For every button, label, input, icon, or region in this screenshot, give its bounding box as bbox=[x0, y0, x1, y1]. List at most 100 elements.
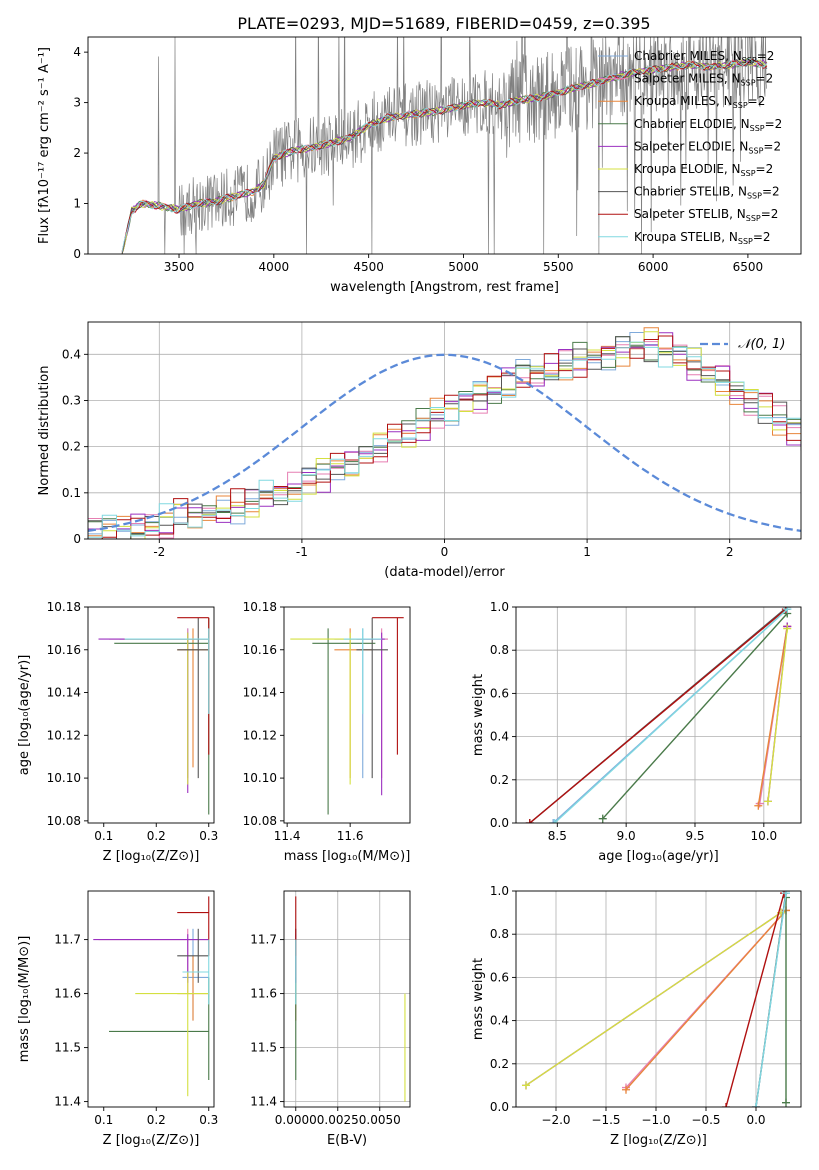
weight-line-2 bbox=[625, 909, 787, 1091]
observed-spectrum bbox=[121, 37, 768, 254]
weight-marker bbox=[550, 819, 559, 823]
residual-histogram-8 bbox=[88, 341, 801, 538]
plot-area-mass_vs_Z bbox=[93, 896, 210, 1097]
model-spectrum-5 bbox=[121, 58, 768, 254]
y-tick-label: 11.7 bbox=[54, 933, 81, 947]
x-tick-label: 0 bbox=[441, 545, 449, 559]
y-tick-label: 0 bbox=[73, 532, 81, 546]
weight-marker bbox=[783, 624, 792, 633]
y-axis-label: Normed distribution bbox=[37, 366, 52, 496]
y-tick-label: 0.0 bbox=[490, 816, 509, 830]
plot-area-weight_vs_Z bbox=[522, 891, 790, 1107]
y-tick-label: 0.0 bbox=[490, 1100, 509, 1114]
y-tick-label: 11.5 bbox=[54, 1041, 81, 1055]
y-tick-label: 0.8 bbox=[490, 643, 509, 657]
y-tick-label: 2 bbox=[73, 146, 81, 160]
y-tick-label: 10.18 bbox=[47, 600, 81, 614]
y-tick-label: 10.12 bbox=[243, 728, 277, 742]
y-tick-label: 11.5 bbox=[250, 1041, 277, 1055]
y-axis-label: mass [log₁₀(M/M⊙)] bbox=[17, 936, 32, 1063]
x-tick-label: 0.0050 bbox=[359, 1113, 401, 1127]
y-tick-label: 1.0 bbox=[490, 600, 509, 614]
axes-frame bbox=[283, 890, 411, 1108]
x-axis-label: Z [log₁₀(Z/Z⊙)] bbox=[103, 849, 200, 864]
figure-title: PLATE=0293, MJD=51689, FIBERID=0459, z=0… bbox=[237, 14, 650, 33]
weight-line-5 bbox=[525, 912, 782, 1086]
x-axis-label: wavelength [Angstrom, rest frame] bbox=[330, 280, 559, 295]
x-tick-label: 9.5 bbox=[685, 829, 704, 843]
weight-marker bbox=[525, 819, 534, 823]
legend-entry: Salpeter ELODIE, NSSP=2 bbox=[634, 139, 781, 155]
model-spectrum-1 bbox=[121, 58, 768, 253]
legend-entry: 𝒩(0, 1) bbox=[738, 337, 785, 352]
weight-marker bbox=[782, 1098, 790, 1107]
weight-line-2 bbox=[757, 626, 788, 806]
plot-area-age_vs_mass bbox=[290, 617, 404, 815]
x-tick-label: 5500 bbox=[543, 260, 574, 274]
weight-line-8 bbox=[755, 893, 787, 1107]
y-tick-label: 11.6 bbox=[54, 987, 81, 1001]
axes-frame bbox=[283, 606, 411, 824]
residual-histogram-7 bbox=[88, 335, 801, 539]
x-tick-label: 0.0025 bbox=[317, 1113, 359, 1127]
x-tick-label: 0.1 bbox=[94, 1113, 113, 1127]
x-tick-label: 0.2 bbox=[147, 829, 166, 843]
x-axis-label: (data-model)/error bbox=[384, 565, 505, 580]
x-tick-label: −1.5 bbox=[591, 1113, 620, 1127]
x-tick-label: 0.3 bbox=[199, 829, 218, 843]
x-tick-label: 11.6 bbox=[337, 829, 364, 843]
model-spectrum-2 bbox=[121, 57, 768, 252]
y-tick-label: 0 bbox=[73, 247, 81, 261]
axes-frame bbox=[515, 606, 802, 824]
weight-line-5 bbox=[767, 628, 788, 802]
x-tick-label: 9.0 bbox=[617, 829, 636, 843]
y-tick-label: 0.4 bbox=[490, 730, 509, 744]
x-tick-label: 8.5 bbox=[548, 829, 567, 843]
y-tick-label: 0.3 bbox=[62, 393, 81, 407]
x-tick-label: 0.0000 bbox=[275, 1113, 317, 1127]
y-tick-label: 3 bbox=[73, 96, 81, 110]
weight-line-7 bbox=[529, 608, 787, 823]
x-tick-label: 0.0 bbox=[746, 1113, 765, 1127]
legend-entry: Salpeter MILES, NSSP=2 bbox=[634, 72, 773, 88]
legend-entry: Chabrier MILES, NSSP=2 bbox=[634, 49, 774, 65]
gaussian-curve bbox=[88, 353, 801, 533]
model-spectrum-7 bbox=[121, 58, 768, 252]
y-axis-label: Flux [fλ10⁻¹⁷ erg cm⁻² s⁻¹ A⁻¹] bbox=[37, 47, 52, 244]
axes-frame bbox=[87, 606, 215, 824]
weight-marker bbox=[522, 1081, 530, 1090]
axes-frame bbox=[87, 890, 215, 1108]
y-tick-label: 10.10 bbox=[47, 771, 81, 785]
y-tick-label: 11.4 bbox=[250, 1095, 277, 1109]
legend-entry: Chabrier ELODIE, NSSP=2 bbox=[634, 117, 782, 133]
y-tick-label: 10.16 bbox=[47, 643, 81, 657]
plots: 3500 4000 4500 5000 5500 6000 6500 0 1 2 3 4 wavelen… bbox=[17, 36, 802, 1148]
weight-marker bbox=[722, 1103, 730, 1107]
y-tick-label: 0.6 bbox=[490, 686, 509, 700]
x-tick-label: 0.2 bbox=[147, 1113, 166, 1127]
x-tick-label: 4500 bbox=[353, 260, 384, 274]
y-tick-label: 11.4 bbox=[54, 1095, 81, 1109]
y-tick-label: 0.4 bbox=[490, 1014, 509, 1028]
weight-line-7 bbox=[725, 893, 785, 1107]
y-tick-label: 0.1 bbox=[62, 486, 81, 500]
weight-line-3 bbox=[602, 613, 788, 820]
x-axis-label: Z [log₁₀(Z/Z⊙)] bbox=[103, 1133, 200, 1148]
x-tick-label: 6000 bbox=[638, 260, 669, 274]
y-tick-label: 0.6 bbox=[490, 970, 509, 984]
weight-marker bbox=[752, 1103, 760, 1107]
x-axis-label: age [log₁₀(age/yr)] bbox=[598, 849, 719, 864]
axes-mass_vs_Z: 0.1 0.2 0.3 11.4 11.5 11.6 11.7 Z [log₁₀(Z/Z⊙)]… bbox=[17, 890, 218, 1148]
y-tick-label: 10.16 bbox=[243, 643, 277, 657]
weight-marker bbox=[783, 607, 792, 614]
x-tick-label: 0.3 bbox=[199, 1113, 218, 1127]
y-tick-label: 10.12 bbox=[47, 728, 81, 742]
y-tick-label: 0.4 bbox=[62, 347, 81, 361]
x-axis-label: Z [log₁₀(Z/Z⊙)] bbox=[610, 1133, 707, 1148]
axes-mass_vs_EBV: 0.0000 0.0025 0.0050 11.4 11.5 11.6 11.7 E(B-V) bbox=[250, 890, 411, 1148]
y-tick-label: 10.10 bbox=[243, 771, 277, 785]
x-tick-label: 3500 bbox=[164, 260, 195, 274]
legend-entry: Salpeter STELIB, NSSP=2 bbox=[634, 207, 778, 223]
x-tick-label: −2.0 bbox=[541, 1113, 570, 1127]
y-tick-label: 10.14 bbox=[47, 686, 81, 700]
